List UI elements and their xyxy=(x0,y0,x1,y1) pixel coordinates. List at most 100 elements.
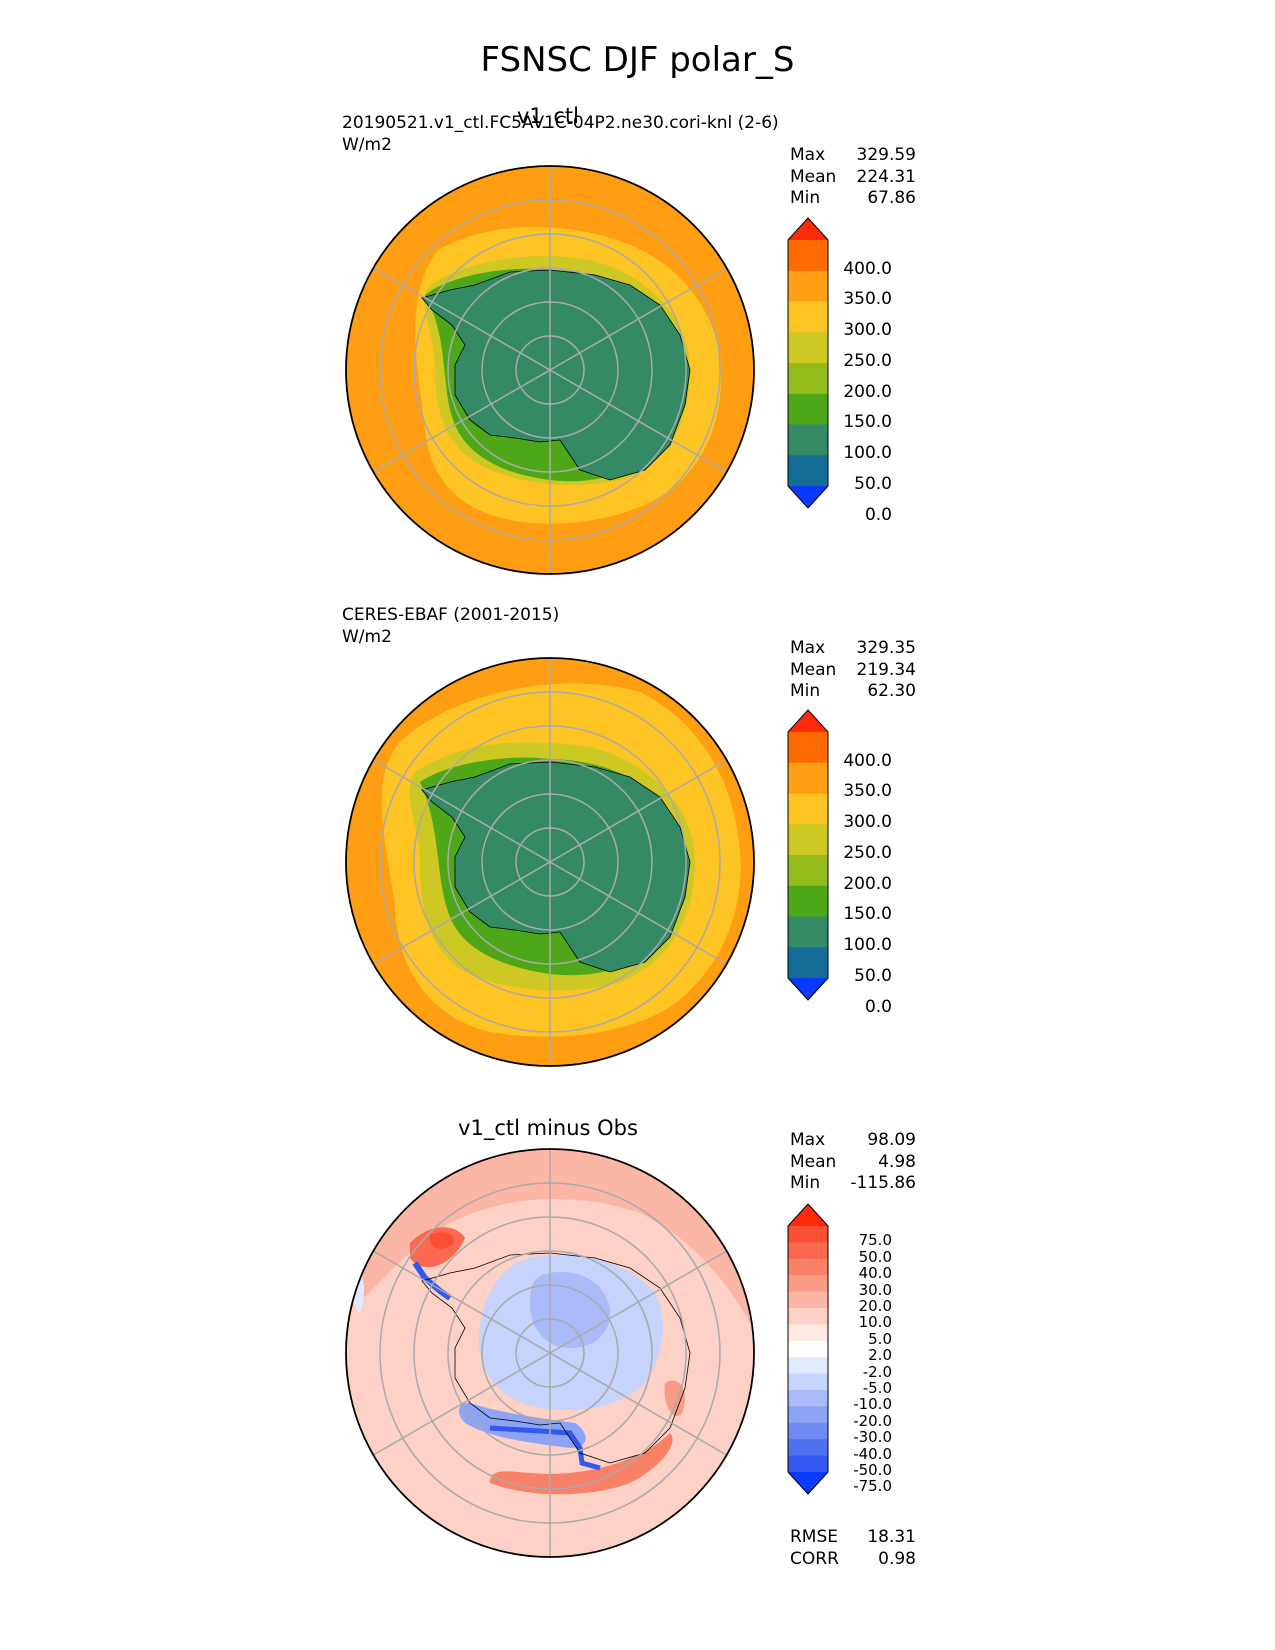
colorbar-tick-label: 200.0 xyxy=(843,873,892,894)
figure-title: FSNSC DJF polar_S xyxy=(480,40,795,80)
panel-test-colorbar xyxy=(787,217,829,509)
stat-label: Max xyxy=(790,638,826,658)
stat-label: Max xyxy=(790,1130,826,1150)
colorbar-segment xyxy=(788,916,828,948)
colorbar-tick-label: -50.0 xyxy=(853,1461,892,1479)
stat-label: Min xyxy=(790,681,821,701)
positive-anomaly xyxy=(664,1380,685,1417)
colorbar-tick-label: -30.0 xyxy=(853,1428,892,1447)
colorbar-tick-label: 75.0 xyxy=(858,1231,892,1250)
colorbar-segment xyxy=(788,732,828,764)
colorbar-segment xyxy=(788,1324,828,1342)
panel-reference-colorbar xyxy=(787,709,829,1001)
colorbar-tick-label: -75.0 xyxy=(853,1477,892,1496)
colorbar-segment xyxy=(788,1291,828,1309)
colorbar-segment xyxy=(788,947,828,979)
colorbar-extend-max xyxy=(788,1204,828,1226)
negative-anomaly xyxy=(346,1253,364,1313)
map-boundary xyxy=(345,165,755,575)
colorbar-tick-label: 300.0 xyxy=(843,812,892,833)
panel-difference-map xyxy=(345,1148,755,1558)
colorbar-segment xyxy=(788,1258,828,1276)
coastline xyxy=(421,269,691,481)
colorbar-segment xyxy=(788,1308,828,1325)
stat-label: Mean xyxy=(790,659,837,680)
stat-value: 67.86 xyxy=(867,188,916,208)
colorbar-tick-label: -20.0 xyxy=(853,1411,892,1430)
outer-positive-ring xyxy=(346,1149,754,1333)
panel-test-map xyxy=(345,165,755,575)
colorbar-segment xyxy=(788,762,828,795)
panel-reference-subtitle: CERES-EBAF (2001-2015) xyxy=(342,605,560,625)
colorbar-extend-max xyxy=(788,218,828,240)
colorbar-segment xyxy=(788,301,828,333)
panel-test-subtitle: 20190521.v1_ctl.FC5AV1C-04P2.ne30.cori-k… xyxy=(342,113,779,133)
colorbar-segment xyxy=(788,1357,828,1375)
colorbar-segment xyxy=(788,793,828,825)
colorbar-tick-label: 0.0 xyxy=(864,504,892,525)
colorbar-segment xyxy=(788,824,828,856)
panel-difference-colorbar xyxy=(787,1203,829,1495)
graticule xyxy=(372,657,728,1067)
panel-test-title: v1_ctl xyxy=(517,104,579,128)
colorbar-segment xyxy=(788,1406,828,1424)
colorbar-tick-label: -10.0 xyxy=(853,1395,892,1414)
colorbar-outline xyxy=(787,709,829,1001)
colorbar-tick-label: 150.0 xyxy=(843,904,892,925)
panel-difference-stats: Max 98.09 Mean 4.98 Min -115.86 xyxy=(790,1130,916,1195)
negative-anomaly xyxy=(458,1402,586,1448)
colorbar-extend-min xyxy=(788,486,828,508)
metric-label: CORR xyxy=(790,1548,839,1569)
metric-value: 0.98 xyxy=(878,1548,916,1569)
panel-test-stats: Max 329.59 Mean 224.31 Min 67.86 xyxy=(790,145,916,210)
antarctica-continent xyxy=(422,270,690,480)
antarctica-continent xyxy=(422,762,690,972)
colorbar-tick-label: 350.0 xyxy=(843,289,892,310)
stat-label: Max xyxy=(790,145,826,165)
colorbar-extend-min xyxy=(788,1472,828,1494)
stat-value: 4.98 xyxy=(878,1151,916,1172)
stat-value: 329.35 xyxy=(856,638,916,658)
colorbar-segment xyxy=(788,240,828,272)
colorbar-segment xyxy=(788,1373,828,1391)
colorbar-segment xyxy=(788,855,828,887)
metric-value: 18.31 xyxy=(867,1527,916,1547)
stat-label: Mean xyxy=(790,166,837,187)
panel-test-units: W/m2 xyxy=(342,135,392,155)
positive-anomaly xyxy=(490,1433,673,1495)
colorbar-outline xyxy=(787,1203,829,1495)
stat-label: Min xyxy=(790,1173,821,1193)
stat-value: 98.09 xyxy=(867,1130,916,1150)
metric-label: RMSE xyxy=(790,1527,839,1547)
colorbar-segment xyxy=(788,1226,828,1243)
colorbar-tick-label: 2.0 xyxy=(868,1346,892,1365)
panel-reference-units: W/m2 xyxy=(342,627,392,647)
colorbar-tick-label: 40.0 xyxy=(858,1264,892,1283)
colorbar-tick-label: 10.0 xyxy=(858,1313,892,1332)
panel-reference-map xyxy=(345,657,755,1067)
colorbar-tick-label: 5.0 xyxy=(868,1329,892,1348)
map-boundary xyxy=(345,657,755,1067)
colorbar-segment xyxy=(788,455,828,487)
colorbar-segment xyxy=(788,1455,828,1473)
panel-difference-title: v1_ctl minus Obs xyxy=(458,1116,638,1140)
colorbar-tick-label: 50.0 xyxy=(854,473,892,494)
colorbar-tick-label: 200.0 xyxy=(843,381,892,402)
panel-reference-stats: Max 329.35 Mean 219.34 Min 62.30 xyxy=(790,638,916,703)
colorbar-tick-label: 0.0 xyxy=(864,996,892,1017)
colorbar-tick-label: 300.0 xyxy=(843,320,892,341)
map-boundary xyxy=(345,1148,755,1558)
colorbar-segment xyxy=(788,332,828,364)
colorbar-tick-label: 250.0 xyxy=(843,842,892,863)
negative-coastal-strip xyxy=(489,1425,601,1471)
colorbar-tick-label: 20.0 xyxy=(858,1297,892,1315)
colorbar-tick-label: 350.0 xyxy=(843,781,892,802)
colorbar-tick-label: -5.0 xyxy=(862,1379,892,1397)
colorbar-extend-max xyxy=(788,710,828,732)
colorbar-tick-label: 50.0 xyxy=(858,1247,892,1266)
colorbar-tick-label: 400.0 xyxy=(843,258,892,279)
colorbar-tick-label: 50.0 xyxy=(854,965,892,986)
colorbar-extend-min xyxy=(788,978,828,1000)
colorbar-tick-label: -40.0 xyxy=(853,1444,892,1463)
colorbar-segment xyxy=(788,270,828,303)
